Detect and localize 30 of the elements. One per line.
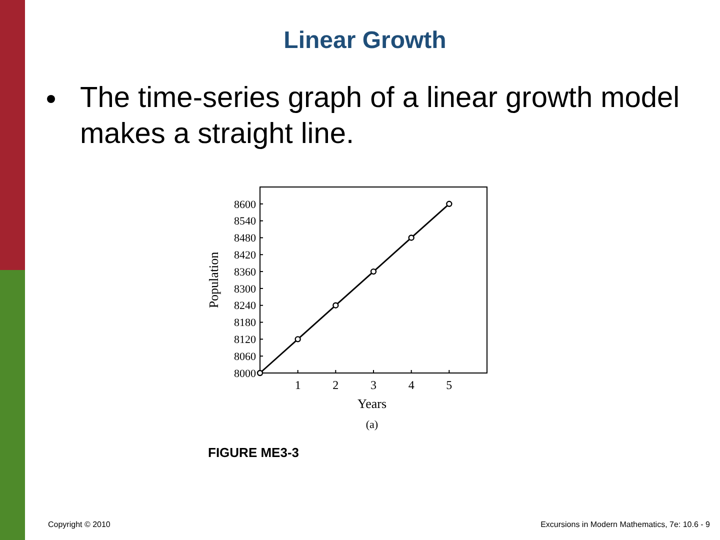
y-axis-title: Population bbox=[206, 251, 221, 308]
y-tick-label: 8420 bbox=[234, 249, 256, 262]
chart-subtitle: The time-series graph of a linear growth model makes a straight line. bbox=[80, 81, 680, 152]
point bbox=[256, 370, 264, 376]
y-tick-label: 8540 bbox=[234, 216, 256, 228]
y-tick-label: 8180 bbox=[234, 317, 256, 330]
point bbox=[408, 234, 414, 241]
x-tick-label: 4 bbox=[408, 378, 414, 392]
y-tick-label: 8360 bbox=[234, 266, 256, 278]
point bbox=[294, 336, 301, 342]
x-tick-label: 1 bbox=[294, 378, 301, 392]
y-tick-label: 8240 bbox=[234, 300, 256, 312]
x-axis-title: Years bbox=[357, 396, 387, 411]
y-tick-label: 8060 bbox=[234, 350, 256, 363]
y-tick-label: 8300 bbox=[234, 283, 256, 296]
y-tick-label: 8480 bbox=[234, 232, 256, 245]
text: FIGURE ME3-3 bbox=[208, 445, 300, 460]
y-tick-label: 8000 bbox=[234, 368, 256, 380]
point bbox=[446, 200, 452, 208]
y-tick-label: 8600 bbox=[234, 198, 256, 211]
x-tick-label: 3 bbox=[370, 378, 376, 392]
x-tick-label: 5 bbox=[446, 378, 452, 392]
y-tick-label: 8120 bbox=[234, 334, 256, 346]
point bbox=[332, 302, 339, 308]
text: Excursions in Modern Mathematics, 7e: 10.6 - 9 bbox=[540, 520, 711, 529]
point bbox=[370, 268, 377, 275]
text: (a) bbox=[366, 419, 378, 431]
text: Copyright © 2010 bbox=[48, 520, 111, 529]
chart-title: Linear Growth bbox=[284, 27, 446, 54]
x-tick-label: 2 bbox=[332, 378, 339, 392]
